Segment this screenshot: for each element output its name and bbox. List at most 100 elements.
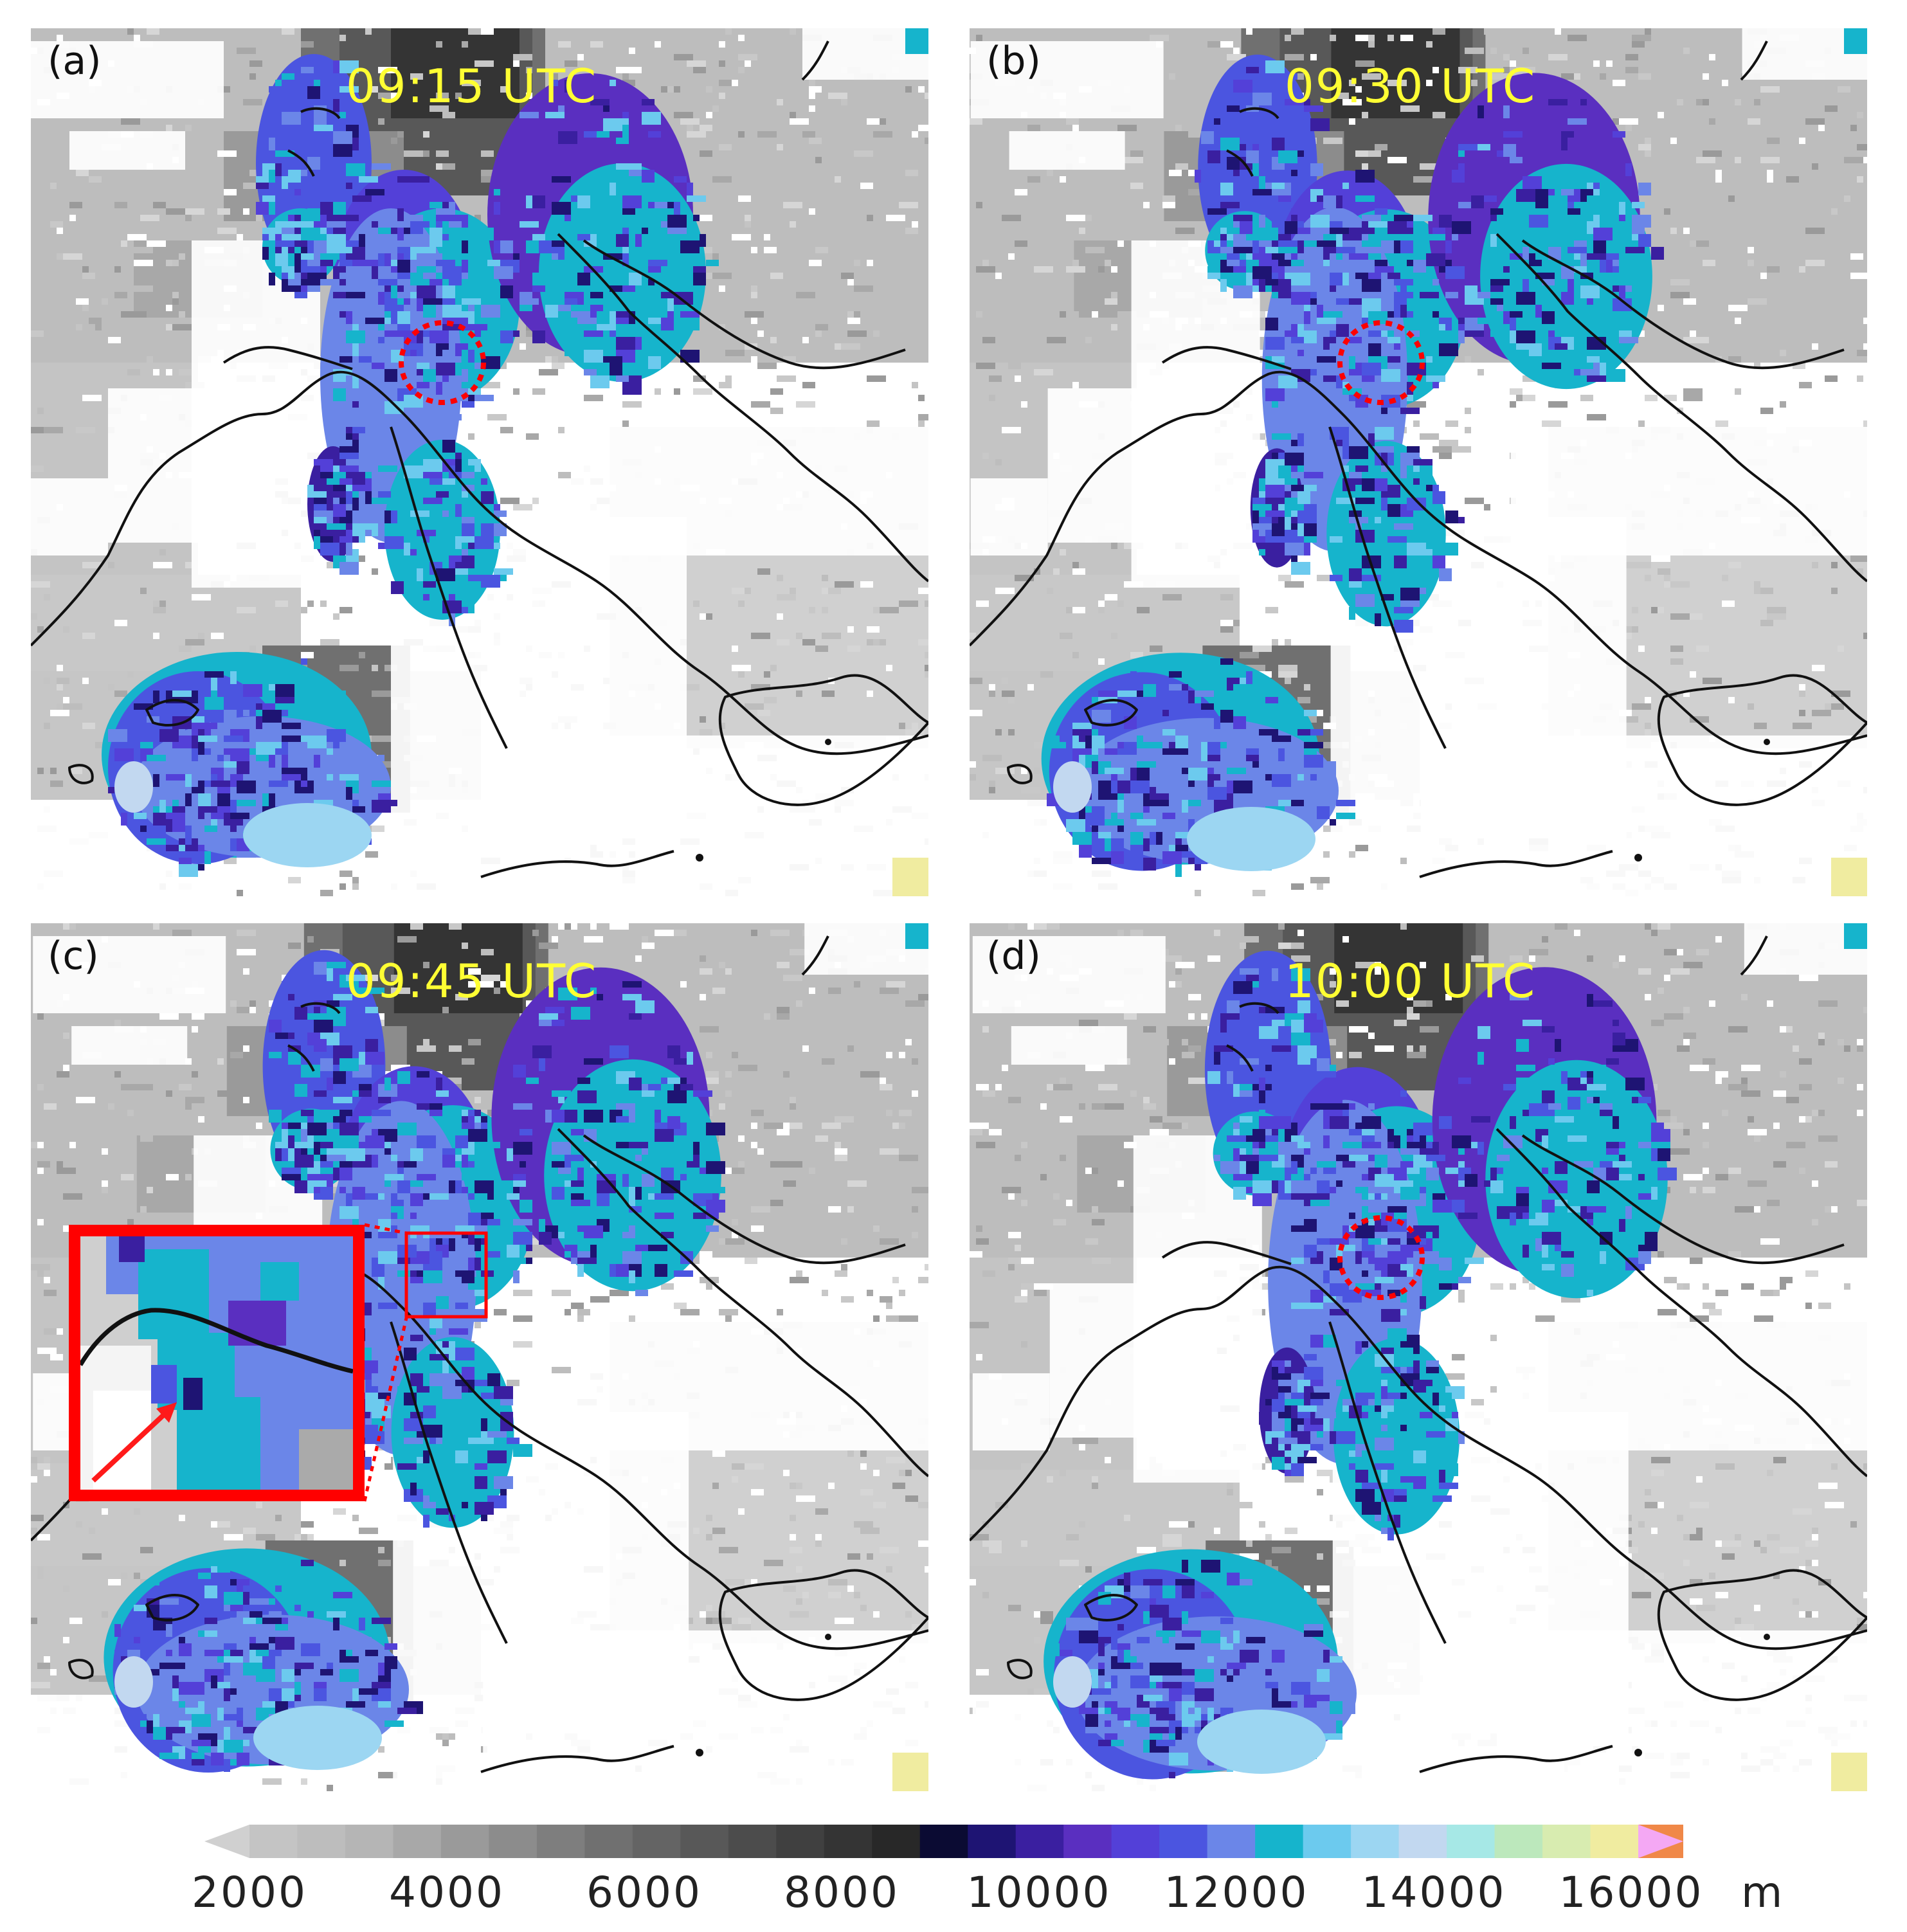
clear-sky-patch [972, 1373, 1050, 1450]
colorbar-tick-label: 6000 [586, 1868, 702, 1917]
isolated-cell [114, 761, 153, 813]
high-cloud-fringe [253, 1706, 382, 1770]
clear-sky-patch [1049, 1283, 1217, 1438]
island-coast [68, 1659, 94, 1679]
colorbar-extend-over [1638, 1825, 1683, 1858]
coastline [1496, 1128, 1867, 1477]
island-coast [1657, 1569, 1867, 1701]
panel-label-a: (a) [48, 39, 102, 84]
panel-label-b: (b) [986, 39, 1041, 84]
island-coast [1007, 764, 1033, 784]
time-label-c: 09:45 UTC [346, 954, 598, 1008]
colorbar-bin [680, 1825, 729, 1858]
colorbar [204, 1825, 1683, 1858]
coastline [583, 1134, 906, 1265]
island-coast [718, 674, 928, 806]
coastline [1521, 1134, 1845, 1265]
colorbar-bin [1494, 1825, 1543, 1858]
colorbar-bin [1447, 1825, 1496, 1858]
coastline [390, 426, 508, 749]
small-island [696, 854, 703, 862]
colorbar-bin [968, 1825, 1017, 1858]
colorbar-bin [1303, 1825, 1351, 1858]
coastline [1226, 149, 1254, 177]
colorbar-bin [1542, 1825, 1591, 1858]
inset-arrow-head [156, 1402, 177, 1423]
coastline-layer [970, 41, 1867, 878]
coastline [1239, 1002, 1279, 1015]
high-cloud-fringe [243, 803, 372, 867]
panel-a: (a) 09:15 UTC [31, 28, 928, 899]
overshooting-top [1831, 858, 1867, 896]
colorbar-bin [297, 1825, 346, 1858]
deep-convection-layer [102, 28, 928, 896]
overshooting-top [892, 858, 928, 896]
island-coast [1657, 674, 1867, 806]
colorbar-bin [728, 1825, 777, 1858]
clear-sky-patch [1011, 1026, 1127, 1065]
colorbar-bin [1590, 1825, 1639, 1858]
high-cloud-fringe [1197, 1710, 1326, 1774]
colorbar-bin [440, 1825, 489, 1858]
time-label-a: 09:15 UTC [346, 59, 598, 113]
clear-sky-patch [31, 478, 108, 555]
coastline [557, 233, 928, 582]
panel-label-d: (d) [986, 934, 1041, 979]
panel-c: (c) 09:45 UTC [31, 923, 928, 1794]
colorbar-extend-under [204, 1825, 249, 1858]
island-coast [145, 1594, 199, 1621]
convective-cell [1844, 28, 1867, 54]
colorbar-bin [776, 1825, 825, 1858]
clear-sky-patch [1009, 131, 1125, 170]
overshooting-top [892, 1753, 928, 1791]
high-cloud-fringe [1187, 807, 1315, 871]
zoom-inset-map [80, 1236, 353, 1490]
small-island [825, 739, 831, 745]
region-marker-circle [399, 320, 486, 405]
island-coast [68, 764, 94, 784]
deep-convection-layer [1041, 28, 1867, 896]
colorbar-bin [1207, 1825, 1256, 1858]
zoom-inset [69, 1225, 365, 1501]
colorbar-bin [489, 1825, 538, 1858]
coastline [31, 370, 928, 755]
coastline [300, 1002, 341, 1015]
colorbar-bin [1159, 1825, 1208, 1858]
deep-convection-layer [1044, 923, 1867, 1791]
clear-sky-patch [108, 388, 275, 543]
colorbar-bin [1398, 1825, 1447, 1858]
clear-sky-patch [1512, 1322, 1867, 1450]
clear-sky-patch [970, 41, 1164, 118]
coastline [801, 41, 829, 81]
island-coast [1084, 1594, 1138, 1621]
panel-d: (d) 10:00 UTC [970, 923, 1867, 1794]
colorbar-unit: m [1741, 1868, 1783, 1917]
colorbar-bin [824, 1825, 872, 1858]
overshooting-top [1831, 1753, 1867, 1791]
convective-cell [905, 923, 928, 949]
colorbar-tick-label: 16000 [1559, 1868, 1704, 1917]
colorbar-bin [1063, 1825, 1112, 1858]
small-island [1764, 739, 1770, 745]
coastline [287, 1044, 315, 1072]
colorbar-bin [1111, 1825, 1160, 1858]
clear-sky-patch [1510, 427, 1867, 555]
colorbar-bin [632, 1825, 681, 1858]
panel-label-c: (c) [48, 934, 99, 979]
map-b [970, 28, 1867, 899]
deep-convection-layer [104, 923, 928, 1791]
coastline [970, 1265, 1867, 1650]
colorbar-tick-label: 4000 [389, 1868, 505, 1917]
coastline [557, 1128, 928, 1477]
coastline [1239, 107, 1279, 120]
colorbar-bin [249, 1825, 298, 1858]
map-c [31, 923, 928, 1794]
convective-cell [905, 28, 928, 54]
coastline [1328, 1321, 1447, 1644]
island-coast [1084, 699, 1138, 727]
colorbar-bin [919, 1825, 968, 1858]
coastline [970, 370, 1867, 755]
clear-sky-patch [972, 936, 1166, 1013]
isolated-cell [1053, 1656, 1092, 1708]
colorbar-bin [393, 1825, 442, 1858]
